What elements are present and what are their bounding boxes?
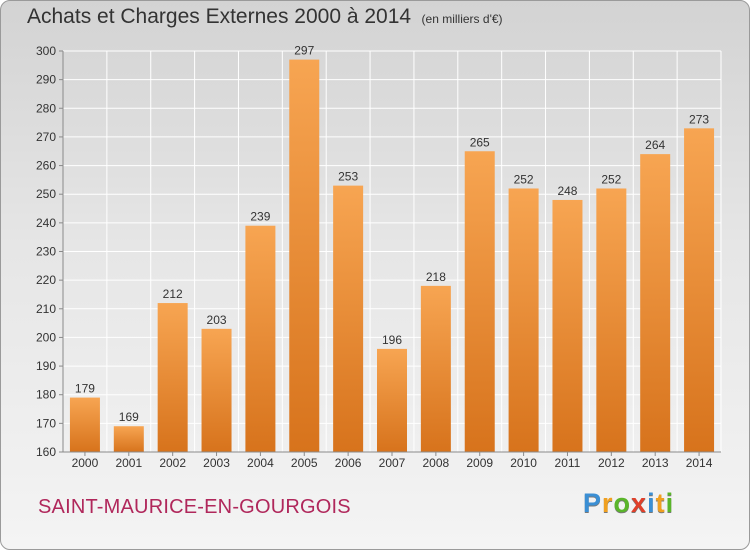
bar-2008 — [420, 285, 451, 452]
value-label-2009: 265 — [470, 135, 490, 149]
y-tick-label: 160 — [36, 445, 56, 459]
value-label-2008: 218 — [426, 270, 446, 284]
logo-letter: t — [655, 488, 666, 518]
x-tick-label-2000: 2000 — [72, 456, 99, 470]
value-label-2005: 297 — [294, 44, 314, 58]
value-label-2002: 212 — [163, 287, 183, 301]
bar-2002 — [157, 303, 188, 452]
value-label-2014: 273 — [689, 112, 709, 126]
x-tick-label-2013: 2013 — [642, 456, 669, 470]
chart-title: Achats et Charges Externes 2000 à 2014 — [27, 5, 412, 28]
value-label-2010: 252 — [514, 172, 534, 186]
x-tick-label-2014: 2014 — [686, 456, 713, 470]
y-tick-label: 290 — [36, 73, 56, 87]
value-label-2013: 264 — [645, 138, 665, 152]
value-label-2011: 248 — [557, 184, 577, 198]
y-tick-label: 210 — [36, 302, 56, 316]
x-tick-label-2012: 2012 — [598, 456, 625, 470]
commune-name: SAINT-MAURICE-EN-GOURGOIS — [38, 496, 351, 518]
logo-letter: i — [665, 488, 675, 518]
bar-2009 — [464, 151, 495, 452]
y-tick-label: 250 — [36, 187, 56, 201]
value-label-2007: 196 — [382, 333, 402, 347]
value-label-2001: 169 — [119, 410, 139, 424]
value-label-2006: 253 — [338, 170, 358, 184]
bar-2003 — [201, 328, 232, 452]
bar-layer: 179 169 212 203 239 297 253 196 218 265 252 248 252 2… — [69, 44, 715, 452]
x-tick-label-2003: 2003 — [203, 456, 230, 470]
y-tick-label: 300 — [36, 44, 56, 58]
y-tick-label: 280 — [36, 101, 56, 115]
bar-2014 — [684, 128, 715, 452]
y-tick-label: 260 — [36, 159, 56, 173]
logo-letter: P — [583, 488, 603, 518]
chart-title-block: Achats et Charges Externes 2000 à 2014 (… — [27, 5, 503, 29]
y-tick-label: 190 — [36, 359, 56, 373]
bar-2000 — [69, 397, 100, 452]
axis-layer: 160 170 180 190 200 210 220 230 240 250 260 270 280 2… — [36, 44, 721, 470]
y-tick-label: 240 — [36, 216, 56, 230]
x-tick-label-2010: 2010 — [510, 456, 537, 470]
bar-2007 — [377, 348, 407, 452]
y-tick-label: 200 — [36, 330, 56, 344]
y-tick-label: 180 — [36, 388, 56, 402]
value-label-2012: 252 — [601, 172, 621, 186]
y-tick-label: 230 — [36, 245, 56, 259]
x-tick-label-2011: 2011 — [555, 456, 581, 470]
y-tick-label: 170 — [36, 416, 56, 430]
bar-2010 — [508, 188, 539, 452]
x-tick-label-2002: 2002 — [159, 456, 186, 470]
x-tick-label-2009: 2009 — [466, 456, 493, 470]
bar-2004 — [245, 225, 276, 452]
bar-2011 — [552, 199, 583, 452]
x-tick-label-2001: 2001 — [115, 456, 142, 470]
logo-letter: o — [613, 488, 632, 518]
value-label-2003: 203 — [207, 313, 227, 327]
x-tick-label-2008: 2008 — [423, 456, 450, 470]
logo-letter: x — [631, 488, 648, 518]
logo-letter: r — [602, 488, 614, 518]
bar-2013 — [640, 154, 671, 452]
value-label-2000: 179 — [75, 382, 95, 396]
bar-2012 — [596, 188, 627, 452]
x-tick-label-2004: 2004 — [247, 456, 274, 470]
x-tick-label-2007: 2007 — [379, 456, 406, 470]
bar-2006 — [333, 185, 364, 452]
proxiti-logo: Proxiti — [583, 488, 674, 519]
value-label-2004: 239 — [250, 210, 270, 224]
bar-2005 — [289, 59, 320, 452]
bar-2001 — [113, 426, 144, 452]
logo-letter: i — [647, 488, 656, 518]
x-tick-label-2005: 2005 — [291, 456, 318, 470]
x-tick-label-2006: 2006 — [335, 456, 362, 470]
y-tick-label: 270 — [36, 130, 56, 144]
y-tick-label: 220 — [36, 273, 56, 287]
chart-unit: (en milliers d'€) — [421, 12, 503, 26]
